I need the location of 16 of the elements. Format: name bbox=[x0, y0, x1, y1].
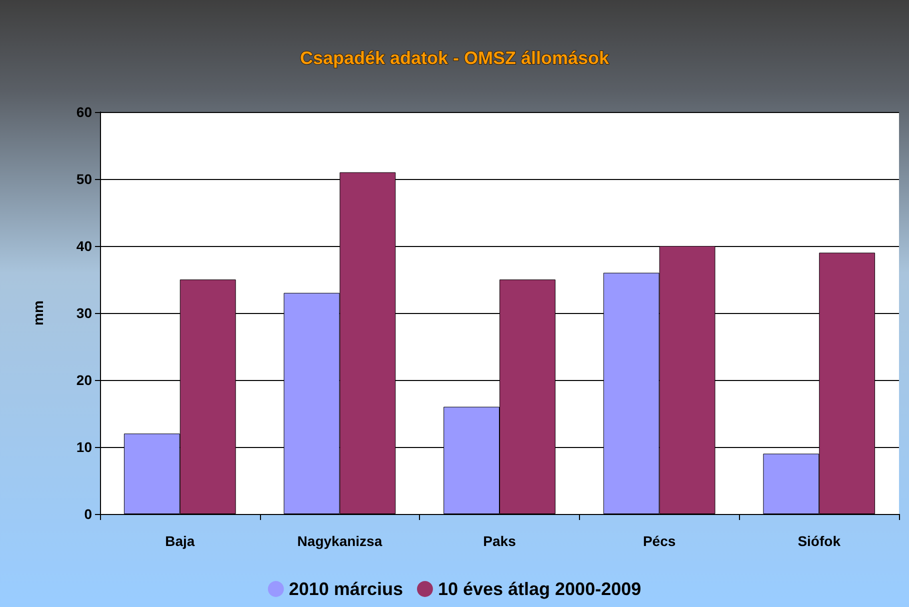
legend-label: 10 éves átlag 2000-2009 bbox=[438, 579, 642, 599]
x-tick-label: Baja bbox=[165, 533, 195, 549]
legend-label: 2010 március bbox=[288, 579, 403, 599]
y-tick-label: 10 bbox=[76, 439, 92, 455]
x-tick-label: Pécs bbox=[642, 533, 676, 549]
y-tick-label: 60 bbox=[76, 104, 92, 120]
x-tick-label: Siófok bbox=[798, 533, 841, 549]
chart-title: Csapadék adatok - OMSZ állomások bbox=[300, 48, 610, 68]
x-tick-label: Nagykanizsa bbox=[297, 533, 382, 549]
y-tick-label: 0 bbox=[84, 506, 92, 522]
y-tick-label: 30 bbox=[76, 305, 92, 321]
x-tick-label: Paks bbox=[483, 533, 516, 549]
y-tick-label: 50 bbox=[76, 171, 92, 187]
y-tick-label: 40 bbox=[76, 238, 92, 254]
y-axis-title: mm bbox=[30, 300, 46, 326]
y-tick-label: 20 bbox=[76, 372, 92, 388]
